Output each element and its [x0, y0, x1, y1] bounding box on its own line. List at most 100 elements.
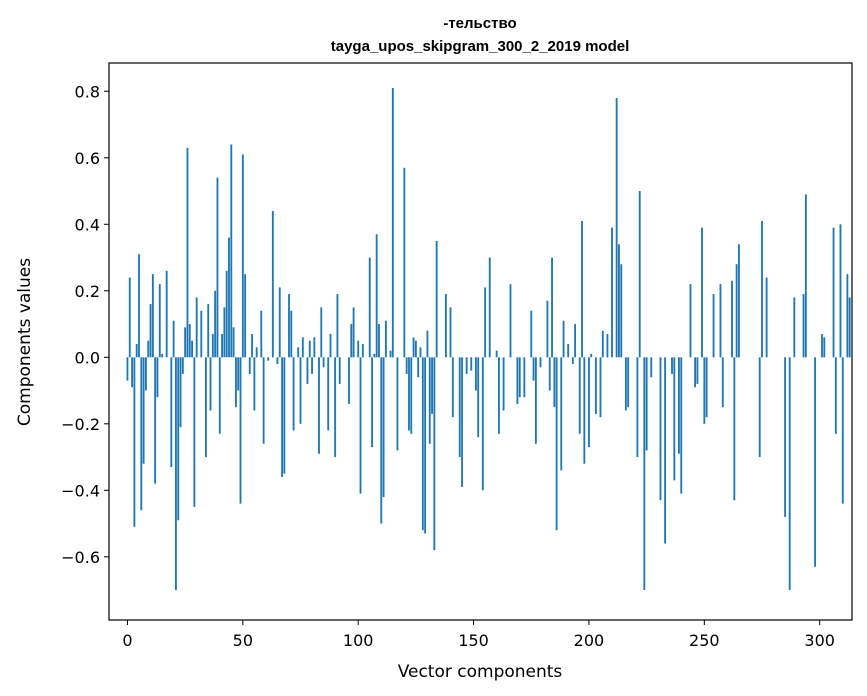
bar-7	[142, 357, 145, 464]
bar-76	[301, 337, 304, 358]
bar-126	[417, 357, 420, 378]
bar-289	[793, 297, 796, 358]
bar-205	[599, 357, 602, 418]
bar-88	[329, 334, 332, 358]
bar-262	[731, 280, 733, 358]
bar-59	[262, 357, 265, 444]
bar-9	[147, 340, 150, 358]
bar-179	[539, 357, 542, 368]
bar-138	[444, 294, 447, 358]
x-tick-label-300: 300	[804, 631, 835, 650]
bar-250	[703, 357, 706, 424]
bar-27	[188, 324, 191, 358]
y-tick-label-4: 0.2	[75, 282, 100, 301]
bar-12	[154, 357, 157, 484]
bar-237	[673, 357, 676, 481]
bar-197	[581, 220, 583, 358]
bar-157	[488, 257, 491, 358]
bar-214	[620, 264, 623, 358]
bar-21	[174, 357, 177, 591]
bar-6	[140, 357, 143, 511]
bar-96	[348, 357, 350, 404]
bar-227	[650, 357, 653, 378]
bar-29	[193, 357, 196, 507]
bar-201	[590, 353, 593, 358]
bar-17	[165, 270, 168, 358]
bar-36	[209, 357, 212, 411]
bar-193	[571, 357, 574, 364]
y-tick-label-5: 0.4	[75, 215, 100, 234]
bar-14	[158, 284, 161, 358]
bar-125	[414, 340, 417, 358]
bar-series	[126, 87, 851, 591]
bar-5	[138, 254, 140, 358]
chart-title: -тельство	[443, 15, 516, 32]
bar-74	[297, 347, 300, 358]
bar-15	[161, 353, 163, 358]
bar-98	[352, 307, 355, 358]
bar-212	[615, 97, 618, 358]
bar-54	[251, 334, 253, 358]
y-axis-label: Components values	[15, 258, 35, 426]
bar-101	[359, 357, 362, 494]
bar-177	[534, 357, 537, 444]
bar-236	[671, 357, 673, 374]
x-tick-label-200: 200	[574, 631, 605, 650]
bar-68	[283, 357, 286, 474]
bar-257	[719, 284, 722, 358]
bar-127	[419, 347, 422, 358]
bar-155	[484, 287, 487, 358]
y-tick-label-0: −0.6	[61, 548, 100, 567]
bar-240	[680, 357, 683, 494]
bar-210	[611, 227, 613, 358]
bar-10	[149, 304, 152, 358]
bar-26	[186, 147, 189, 358]
bar-312	[846, 274, 849, 358]
bar-196	[578, 357, 581, 434]
bar-45	[230, 144, 233, 358]
bar-19	[170, 357, 173, 468]
bar-163	[502, 357, 505, 411]
y-tick-label-6: 0.6	[75, 149, 100, 168]
bar-306	[832, 227, 835, 358]
bar-79	[308, 340, 311, 358]
bar-151	[474, 357, 477, 391]
bar-176	[532, 357, 535, 381]
bar-186	[555, 357, 558, 531]
bar-161	[498, 357, 500, 434]
bar-275	[761, 220, 763, 358]
x-tick-label-100: 100	[343, 631, 374, 650]
bar-65	[276, 357, 279, 364]
bar-246	[694, 357, 697, 388]
bar-222	[638, 191, 641, 358]
plot-frame	[108, 62, 853, 621]
bar-51	[244, 274, 247, 358]
bar-48	[237, 357, 240, 391]
bar-67	[281, 357, 283, 478]
bar-70	[288, 294, 290, 358]
bar-3	[133, 357, 136, 527]
bar-32	[200, 310, 203, 358]
bar-287	[788, 357, 791, 591]
x-tick-label-250: 250	[689, 631, 720, 650]
bar-117	[396, 357, 399, 451]
bar-203	[594, 357, 597, 414]
bar-149	[470, 357, 473, 371]
y-tick-label-2: −0.2	[61, 415, 100, 434]
bar-108	[375, 234, 378, 358]
bar-224	[643, 357, 646, 591]
bar-107	[373, 353, 376, 358]
bar-81	[313, 337, 316, 358]
bar-213	[618, 244, 620, 358]
bar-310	[841, 357, 844, 504]
bar-188	[560, 357, 563, 471]
bar-301	[821, 334, 823, 358]
bar-309	[839, 224, 842, 358]
bar-216	[624, 357, 627, 411]
bar-38	[214, 290, 217, 358]
bar-169	[516, 357, 519, 404]
bar-194	[574, 324, 577, 358]
bar-175	[530, 310, 533, 358]
